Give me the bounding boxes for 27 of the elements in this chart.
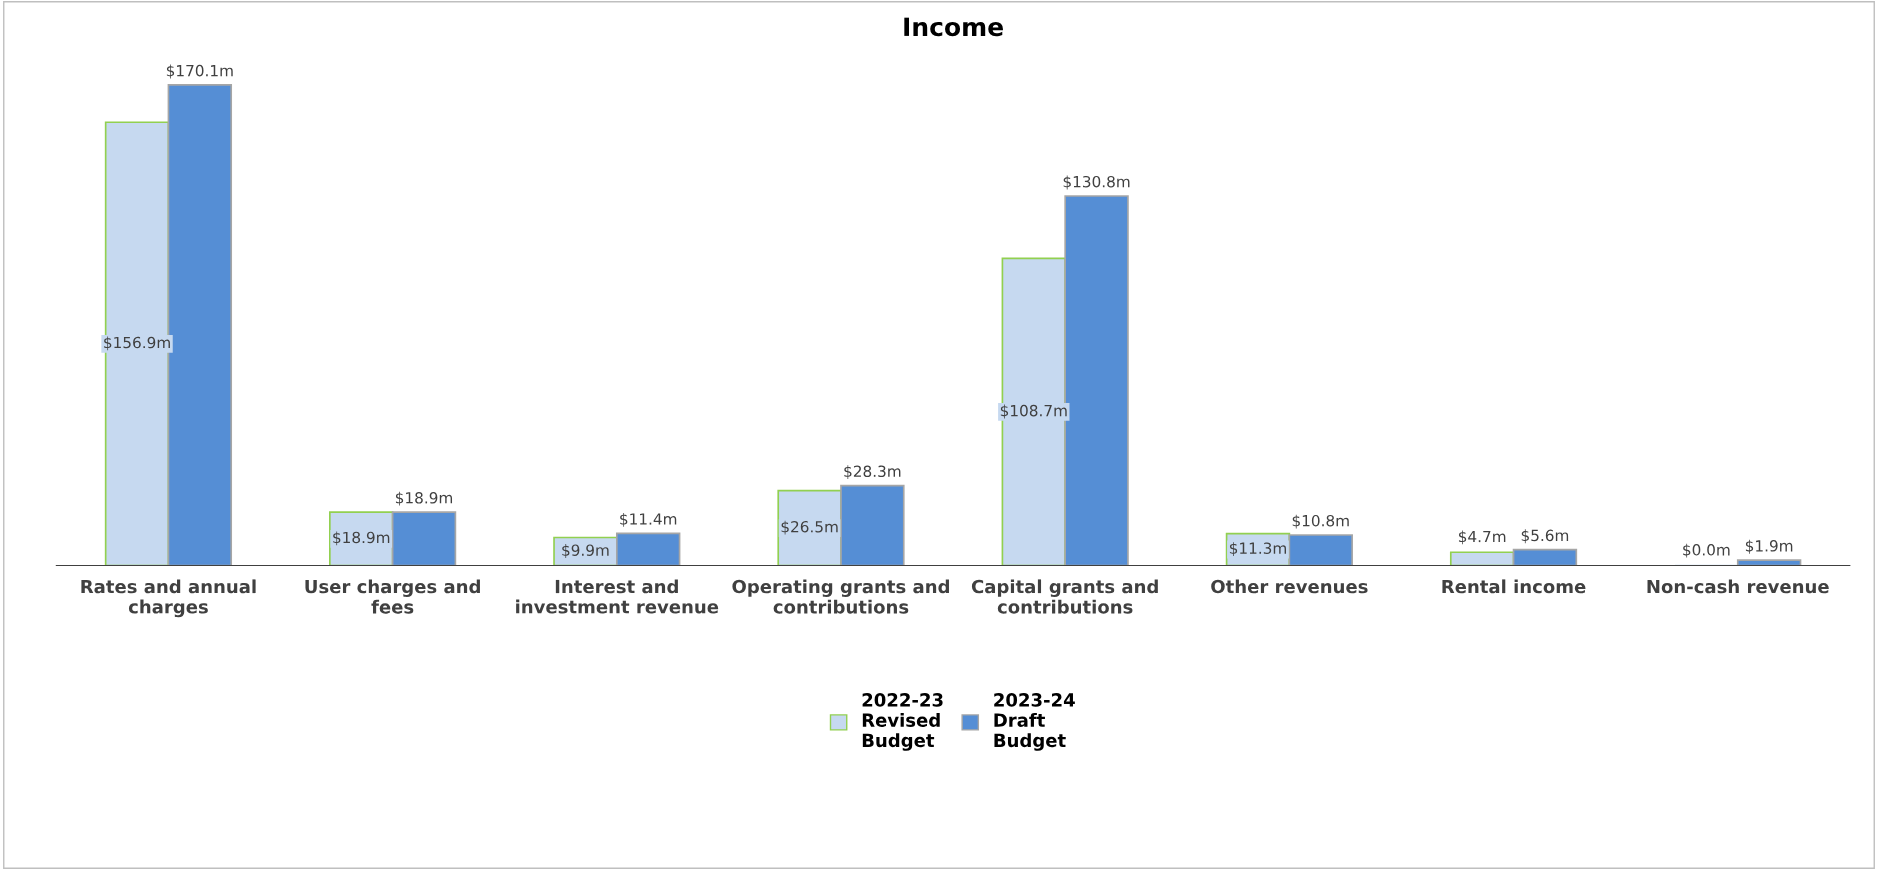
x-tick-label: Operating grants and contributions (732, 579, 949, 614)
data-label: $11.3m (1229, 542, 1286, 556)
chart-title: Income (904, 17, 1003, 37)
data-label: $9.9m (562, 544, 609, 558)
x-tick-label: Capital grants and contributions (971, 579, 1158, 614)
data-label: $11.4m (620, 512, 677, 527)
legend-label: 2023-24 Draft Budget (994, 693, 1075, 751)
x-tick-label: Interest and investment revenue (516, 579, 719, 614)
data-label: $170.1m (166, 64, 233, 79)
x-tick-label: Other revenues (1211, 579, 1368, 594)
data-label: $156.9m (104, 336, 170, 351)
data-label: $4.7m (1458, 530, 1506, 545)
data-label: $5.6m (1521, 529, 1569, 544)
legend-label: 2022-23 Revised Budget (862, 693, 943, 751)
x-tick-label: Non-cash revenue (1647, 579, 1829, 594)
data-label: $130.8m (1063, 175, 1130, 190)
data-label: $0.0m (1683, 543, 1730, 558)
data-label: $10.8m (1292, 514, 1349, 529)
x-tick-label: Rates and annual charges (81, 579, 256, 618)
data-label: $1.9m (1745, 539, 1793, 554)
x-tick-label: Rental income (1442, 579, 1586, 594)
data-label: $108.7m (1000, 404, 1067, 419)
x-tick-label: User charges and fees (305, 579, 480, 614)
data-label: $26.5m (781, 520, 838, 535)
data-label: $18.9m (395, 491, 453, 506)
data-label: $28.3m (844, 465, 901, 480)
data-label: $18.9m (333, 531, 390, 546)
